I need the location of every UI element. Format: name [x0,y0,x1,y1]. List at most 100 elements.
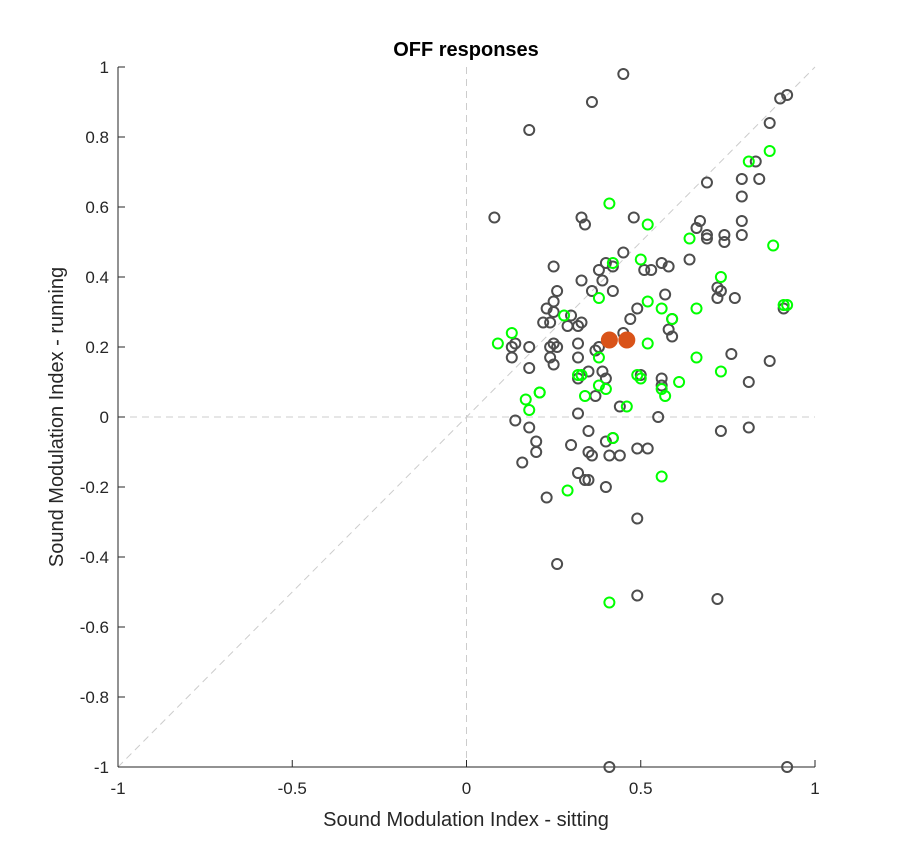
data-point [617,246,630,259]
data-point [540,491,553,504]
data-point [763,145,776,157]
data-point [742,155,755,168]
data-point [544,351,557,364]
data-point [655,257,668,269]
data-point [592,379,605,392]
data-point [551,341,564,353]
data-point [634,369,647,381]
x-tick-label: 0 [462,779,471,798]
data-point [537,316,550,329]
data-point [565,309,578,322]
data-point [599,481,612,493]
data-point [634,372,647,385]
data-point [742,376,755,388]
data-point [523,404,536,416]
data-point [603,449,616,462]
data-point [592,351,605,364]
data-point [627,211,640,224]
data-point [735,173,748,185]
data-point [551,558,564,570]
data-point [711,593,724,605]
data-point [617,68,630,80]
data-point [725,348,738,360]
data-point [641,442,654,455]
mean-point [618,331,636,349]
data-point [781,89,794,101]
data-point [561,320,574,332]
data-point [599,435,612,448]
data-point [652,411,665,423]
data-point [714,285,727,297]
data-point [599,383,612,395]
data-point [592,292,605,304]
data-point [516,456,529,469]
data-point [572,337,585,350]
data-point [735,229,748,241]
data-point [631,302,644,315]
data-point [582,425,595,437]
data-point [572,372,585,385]
y-tick-label: 0.8 [85,128,109,147]
y-axis-label: Sound Modulation Index - running [46,267,68,567]
data-point [547,337,560,350]
data-point [735,190,748,203]
data-point [645,264,658,276]
data-point [606,285,619,297]
data-point [509,414,522,427]
data-point [547,358,560,371]
y-tick-label: 0 [100,408,109,427]
data-point [753,173,766,185]
data-point [585,96,598,108]
data-point [718,236,731,248]
data-point [572,351,585,364]
data-point [655,302,668,315]
data-point [659,288,672,301]
data-point [523,124,536,136]
data-point [578,390,591,402]
y-tick-label: -0.8 [80,688,109,707]
data-point [558,309,571,322]
data-point [572,320,585,332]
reference-lines [117,66,816,768]
x-axis-ticks: -1 -0.5 0 0.5 1 [110,760,820,798]
y-axis-ticks: -1 -0.8 -0.6 -0.4 -0.2 0 0.2 0.4 0.6 0.8 1 [80,58,125,777]
data-point [572,369,585,381]
data-point [620,400,633,413]
data-point [763,117,776,129]
data-point [488,211,501,224]
x-tick-label: 1 [810,779,819,798]
data-point [603,596,616,609]
data-points [488,68,794,773]
data-point [575,274,588,287]
data-point [523,341,536,353]
data-point [540,302,553,315]
data-point [603,761,616,773]
data-point [690,351,703,364]
data-point [655,383,668,395]
y-tick-label: -1 [94,758,109,777]
data-point [606,257,619,269]
data-point [575,369,588,381]
data-point [666,330,679,343]
data-point [641,337,654,350]
data-point [638,264,651,276]
data-point [777,302,790,315]
data-point [728,292,741,304]
data-point [662,323,675,336]
data-point [551,285,564,297]
data-point [690,302,703,315]
y-tick-label: 1 [100,58,109,77]
data-point [589,390,602,402]
data-point [634,253,647,266]
data-point [578,474,591,486]
data-point [547,306,560,318]
x-tick-label: -1 [110,779,125,798]
data-point [582,365,595,378]
data-point [624,313,637,325]
data-point [523,362,536,374]
data-point [711,292,724,304]
data-point [509,337,522,350]
data-point [631,512,644,525]
y-tick-label: 0.6 [85,198,109,217]
data-point [592,264,605,276]
